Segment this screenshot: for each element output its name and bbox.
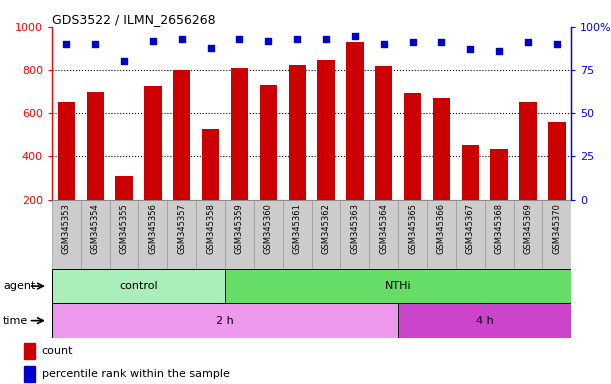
Bar [57, 103, 75, 243]
Text: count: count [42, 346, 73, 356]
Text: GSM345353: GSM345353 [62, 203, 71, 254]
Bar [514, 200, 543, 269]
Text: GSM345355: GSM345355 [120, 203, 128, 254]
Text: control: control [119, 281, 158, 291]
Text: GSM345365: GSM345365 [408, 203, 417, 254]
Text: GDS3522 / ILMN_2656268: GDS3522 / ILMN_2656268 [52, 13, 216, 26]
Bar [312, 200, 340, 269]
Point [523, 39, 533, 45]
Bar [24, 366, 35, 382]
Bar [202, 129, 219, 243]
Text: GSM345359: GSM345359 [235, 203, 244, 254]
Text: GSM345362: GSM345362 [321, 203, 331, 254]
Text: GSM345368: GSM345368 [495, 203, 503, 254]
Bar [519, 103, 536, 243]
Point [119, 58, 129, 65]
Bar [254, 200, 283, 269]
Point [408, 39, 417, 45]
Text: GSM345369: GSM345369 [524, 203, 533, 254]
Bar [369, 200, 398, 269]
Bar [433, 98, 450, 243]
Bar [167, 200, 196, 269]
Bar [115, 176, 133, 243]
Point [148, 38, 158, 44]
Bar [548, 122, 566, 243]
Point [350, 33, 360, 39]
Point [263, 38, 273, 44]
Bar [52, 269, 225, 303]
Bar [340, 200, 369, 269]
Bar [231, 68, 248, 243]
Text: percentile rank within the sample: percentile rank within the sample [42, 369, 229, 379]
Bar [144, 86, 161, 243]
Text: GSM345367: GSM345367 [466, 203, 475, 254]
Bar [81, 200, 109, 269]
Point [90, 41, 100, 47]
Bar [404, 93, 421, 243]
Text: GSM345360: GSM345360 [264, 203, 273, 254]
Text: GSM345358: GSM345358 [206, 203, 215, 254]
Text: 4 h: 4 h [476, 316, 494, 326]
Bar [260, 85, 277, 243]
Point [321, 36, 331, 42]
Text: GSM345363: GSM345363 [350, 203, 359, 254]
Text: GSM345370: GSM345370 [552, 203, 562, 254]
Bar [346, 42, 364, 243]
Text: agent: agent [3, 281, 35, 291]
Bar [398, 303, 571, 338]
Point [206, 45, 216, 51]
Text: time: time [3, 316, 28, 326]
Point [177, 36, 187, 42]
Bar [317, 60, 335, 243]
Bar [283, 200, 312, 269]
Bar [87, 92, 104, 243]
Bar [485, 200, 514, 269]
Bar [288, 65, 306, 243]
Text: GSM345357: GSM345357 [177, 203, 186, 254]
Bar [52, 200, 81, 269]
Bar [196, 200, 225, 269]
Bar [491, 149, 508, 243]
Bar [109, 200, 139, 269]
Bar [225, 200, 254, 269]
Point [552, 41, 562, 47]
Bar [139, 200, 167, 269]
Text: GSM345366: GSM345366 [437, 203, 446, 254]
Bar [462, 145, 479, 243]
Text: GSM345364: GSM345364 [379, 203, 388, 254]
Point [437, 39, 447, 45]
Point [62, 41, 71, 47]
Text: GSM345356: GSM345356 [148, 203, 158, 254]
Bar [456, 200, 485, 269]
Text: NTHi: NTHi [385, 281, 411, 291]
Bar [52, 303, 398, 338]
Bar [225, 269, 571, 303]
Bar [427, 200, 456, 269]
Point [494, 48, 504, 54]
Bar [375, 66, 392, 243]
Point [379, 41, 389, 47]
Text: GSM345361: GSM345361 [293, 203, 302, 254]
Point [466, 46, 475, 52]
Point [235, 36, 244, 42]
Bar [173, 70, 191, 243]
Text: 2 h: 2 h [216, 316, 234, 326]
Bar [543, 200, 571, 269]
Bar [398, 200, 427, 269]
Bar [24, 343, 35, 359]
Text: GSM345354: GSM345354 [90, 203, 100, 254]
Point [292, 36, 302, 42]
